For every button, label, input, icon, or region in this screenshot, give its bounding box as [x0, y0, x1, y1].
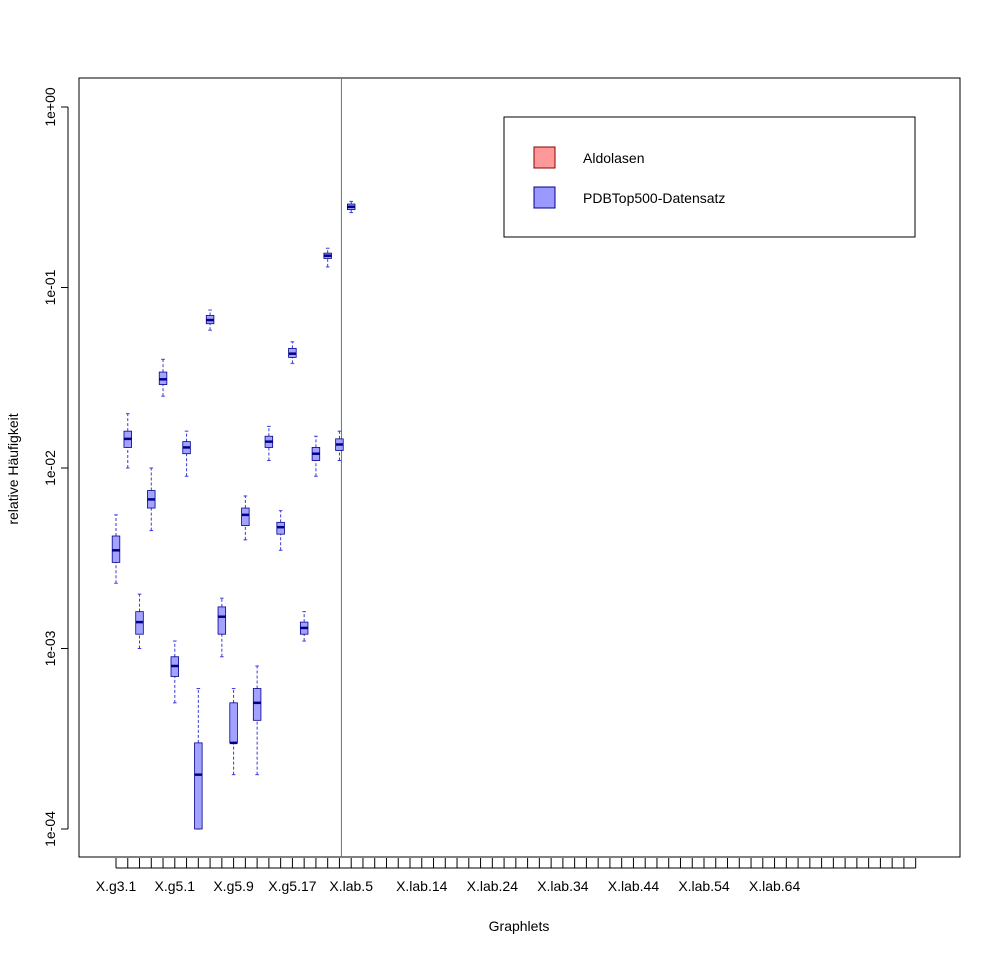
box-18: [311, 435, 321, 477]
y-tick-label: 1e-04: [42, 811, 58, 847]
box-4: [147, 467, 156, 532]
legend-frame: [503, 116, 916, 238]
plot-frame: [78, 77, 961, 858]
y-tick-label: 1e+00: [42, 87, 58, 127]
box-13: [252, 665, 262, 776]
box-5: [158, 358, 168, 397]
box-19: [323, 247, 332, 268]
legend-swatch-aldolasen: [533, 146, 556, 169]
box-17: [299, 611, 309, 642]
box-21: [346, 200, 356, 214]
box-14: [264, 425, 274, 462]
box-body: [194, 742, 203, 830]
x-tick-label: X.lab.54: [678, 878, 730, 894]
x-tick-label: X.lab.5: [329, 878, 373, 894]
box-body: [252, 688, 262, 721]
x-tick-label: X.g5.9: [213, 878, 254, 894]
box-8: [194, 688, 203, 830]
x-tick-label: X.g5.1: [155, 878, 196, 894]
box-1: [111, 514, 121, 584]
x-tick-label: X.lab.64: [749, 878, 801, 894]
box-6: [170, 640, 179, 704]
y-tick-label: 1e-02: [42, 450, 58, 486]
box-2: [123, 413, 132, 469]
box-body: [229, 702, 238, 744]
legend: Aldolasen PDBTop500-Datensatz: [503, 116, 916, 238]
x-tick-label: X.g3.1: [96, 878, 137, 894]
y-axis: 1e-04 1e-03 1e-02 1e-01 1e+00: [42, 87, 69, 847]
x-tick-label: X.g5.17: [268, 878, 316, 894]
y-tick-label: 1e-01: [42, 269, 58, 305]
x-tick-label: X.lab.44: [608, 878, 660, 894]
box-20: [335, 430, 344, 462]
x-tick-label: X.lab.34: [537, 878, 589, 894]
legend-swatch-pdbtop500: [533, 186, 556, 209]
x-axis-title: Graphlets: [489, 918, 550, 934]
legend-label-aldolasen: Aldolasen: [583, 150, 645, 166]
legend-label-pdbtop500: PDBTop500-Datensatz: [583, 190, 725, 206]
box-3: [135, 593, 144, 649]
box-body: [241, 507, 250, 526]
box-series: [111, 200, 356, 830]
box-11: [229, 688, 238, 776]
y-tick-label: 1e-03: [42, 630, 58, 666]
x-axis: X.g3.1 X.g5.1 X.g5.9 X.g5.17 X.lab.5 X.lab.14…: [96, 858, 917, 894]
x-tick-label: X.lab.24: [467, 878, 519, 894]
box-9: [205, 309, 215, 331]
box-10: [217, 597, 227, 658]
box-15: [276, 510, 285, 551]
box-body: [217, 606, 227, 635]
box-7: [182, 430, 191, 477]
box-12: [241, 495, 250, 541]
plot-area: [78, 77, 961, 858]
box-16: [288, 341, 297, 364]
y-axis-title: relative Häufigkeit: [5, 413, 21, 524]
x-tick-label: X.lab.14: [396, 878, 448, 894]
